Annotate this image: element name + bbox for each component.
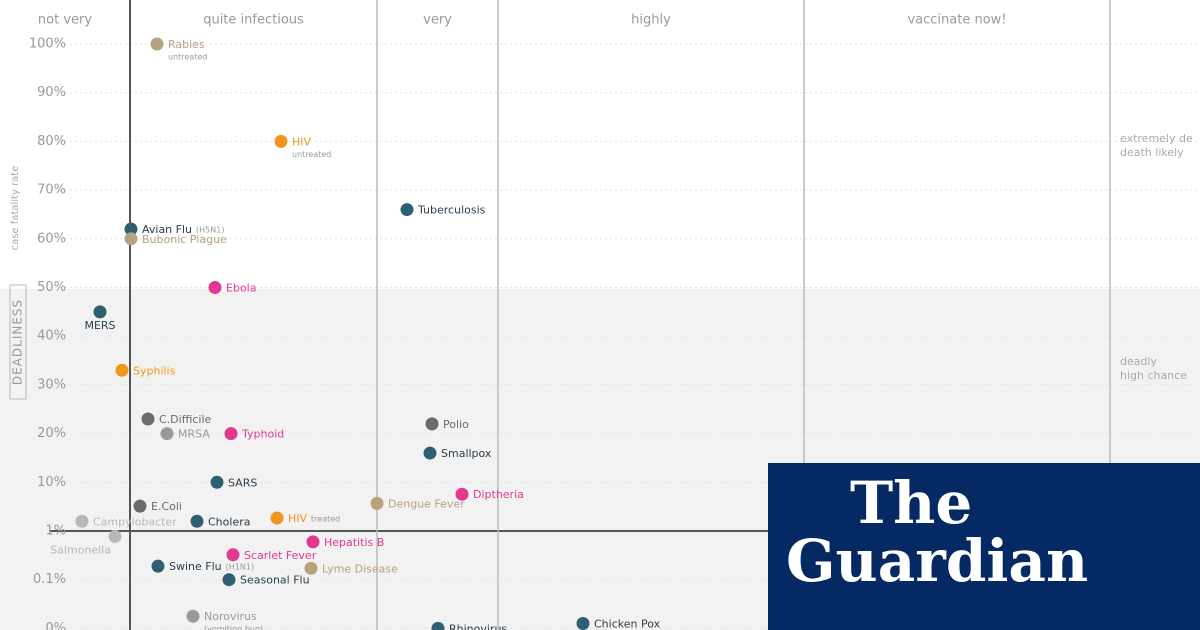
zone-label: very: [423, 13, 452, 28]
point-note: untreated: [292, 150, 331, 159]
data-point: [108, 529, 122, 543]
data-point: [423, 446, 437, 460]
point-label: Rabies: [168, 38, 205, 51]
data-point: [151, 559, 165, 573]
axis-title-box: [9, 284, 27, 400]
y-tick-label: 0.1%: [33, 572, 66, 587]
y-tick-label: 20%: [37, 426, 66, 441]
zone-label: vaccinate now!: [907, 13, 1006, 28]
point-label: Campylobacter: [93, 515, 177, 528]
data-point: [75, 514, 89, 528]
data-point: [141, 412, 155, 426]
point-label: E.Coli: [151, 500, 182, 513]
point-label: Syphilis: [133, 364, 176, 377]
point-label: Bubonic Plague: [142, 233, 227, 246]
y-tick-label: 10%: [37, 475, 66, 490]
data-point: [115, 363, 129, 377]
data-point: [133, 499, 147, 513]
point-label: Scarlet Fever: [244, 549, 317, 562]
data-point: [210, 475, 224, 489]
data-point: [93, 305, 107, 319]
point-label: Swine Flu: [169, 560, 222, 573]
y-axis-title: DEADLINESS: [11, 299, 25, 385]
zone-label: highly: [631, 13, 671, 28]
y-tick-label: 1%: [45, 524, 66, 539]
point-label: Tuberculosis: [417, 204, 486, 217]
data-point: [208, 281, 222, 294]
point-label: Norovirus: [204, 610, 257, 623]
y-tick-label: 40%: [37, 329, 66, 344]
data-point: [576, 617, 590, 630]
point-label: Cholera: [208, 515, 250, 528]
point-label: Smallpox: [441, 447, 492, 460]
y-tick-label: 70%: [37, 183, 66, 198]
data-point: [190, 514, 204, 528]
point-label: Salmonella: [50, 543, 111, 556]
y-tick-label: 60%: [37, 231, 66, 246]
point-label: Chicken Pox: [594, 618, 661, 630]
y-tick-label: 0%: [45, 621, 66, 630]
logo-line2: Guardian: [786, 527, 1088, 595]
y-tick-label: 30%: [37, 377, 66, 392]
point-note: treated: [311, 515, 340, 524]
point-label: Avian Flu: [142, 223, 192, 236]
data-point: [431, 621, 445, 630]
data-point: [425, 417, 439, 431]
data-point: [270, 511, 284, 525]
point-label: MERS: [84, 319, 115, 332]
data-point: [160, 427, 174, 441]
point-label: SARS: [228, 476, 257, 489]
data-point: [224, 427, 238, 441]
data-point: [124, 222, 138, 236]
point-label: Polio: [443, 418, 469, 431]
data-point: [370, 496, 384, 510]
point-label: Ebola: [226, 282, 256, 295]
point-label: Dengue Fever: [388, 497, 465, 510]
point-label: Diptheria: [473, 488, 524, 501]
y-tick-label: 80%: [37, 134, 66, 149]
data-point: [304, 561, 318, 575]
y-tick-label: 100%: [29, 37, 66, 52]
point-label: Seasonal Flu: [240, 574, 310, 587]
point-note: untreated: [168, 53, 207, 62]
point-note: (vomiting bug): [204, 625, 263, 630]
side-subtitle: death likely: [1120, 146, 1184, 159]
logo-box: [768, 463, 1200, 630]
point-label: Typhoid: [241, 428, 284, 441]
point-label: C.Difficile: [159, 413, 211, 426]
point-label: Rhinovirus: [449, 622, 507, 630]
data-point: [455, 487, 469, 501]
zone-label: quite infectious: [203, 13, 304, 28]
data-point: [124, 232, 138, 246]
point-label: Hepatitis B: [324, 536, 384, 549]
side-title: deadly: [1120, 355, 1158, 368]
data-point: [186, 609, 200, 623]
y-axis-subtitle: case fatality rate: [10, 166, 21, 251]
y-tick-label: 50%: [37, 280, 66, 295]
side-title: extremely de: [1120, 132, 1193, 145]
data-point: [306, 535, 320, 549]
point-label: Lyme Disease: [322, 562, 398, 575]
data-point: [226, 548, 240, 562]
side-subtitle: high chance: [1120, 369, 1187, 382]
point-label: MRSA: [178, 428, 210, 441]
point-label: HIV: [292, 135, 312, 148]
point-note: (H5N1): [196, 226, 224, 235]
data-point: [222, 573, 236, 587]
data-point: [150, 37, 164, 51]
data-point: [400, 203, 414, 217]
point-note: (H1N1): [226, 563, 254, 572]
y-tick-label: 90%: [37, 85, 66, 100]
zone-label: not very: [38, 13, 92, 28]
logo-line1: The: [850, 469, 972, 537]
data-point: [274, 134, 288, 148]
point-label: HIV: [288, 512, 308, 525]
